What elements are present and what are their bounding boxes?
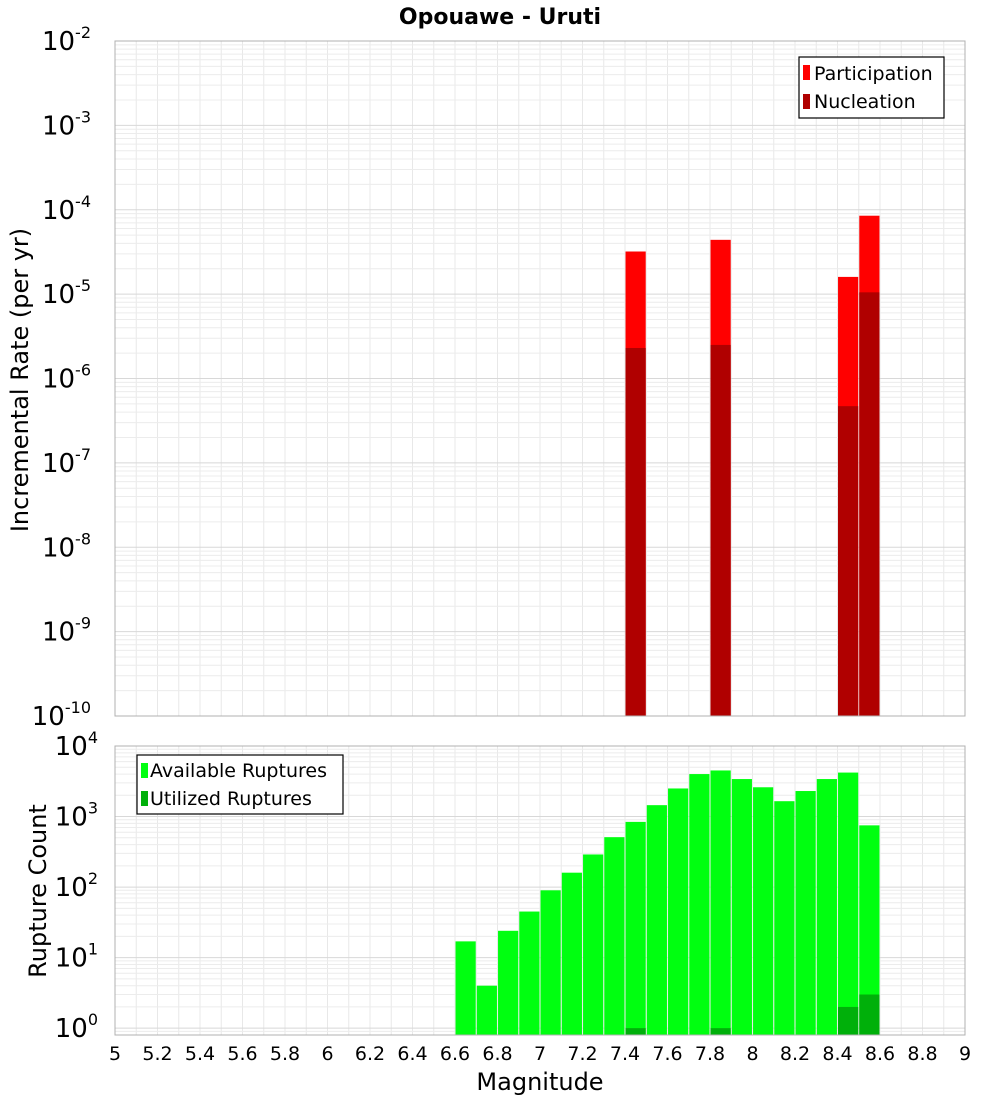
x-tick-label: 6 <box>321 1043 333 1065</box>
nucleation-bar <box>838 406 859 716</box>
x-tick-label: 9 <box>959 1043 971 1065</box>
x-tick-label: 8.6 <box>865 1043 895 1065</box>
available-ruptures-bar <box>476 985 497 1035</box>
y-tick-label: 10-7 <box>42 445 91 479</box>
available-ruptures-bar <box>604 837 625 1035</box>
legend-label-utilized: Utilized Ruptures <box>150 788 312 810</box>
available-ruptures-bar <box>561 872 582 1035</box>
y-tick-label: 10-6 <box>42 361 91 395</box>
available-ruptures-bar <box>838 772 859 1035</box>
y-tick-label: 101 <box>55 940 98 974</box>
available-ruptures-bar <box>816 779 837 1035</box>
rate-legend-box <box>798 56 945 119</box>
available-ruptures-bar <box>498 930 519 1035</box>
available-ruptures-bar <box>540 890 561 1035</box>
y-tick-label: 10-9 <box>42 614 91 648</box>
x-tick-label: 8 <box>746 1043 758 1065</box>
x-tick-label: 8.8 <box>907 1043 937 1065</box>
legend-label-available: Available Ruptures <box>150 760 327 782</box>
available-ruptures-bar <box>753 787 774 1035</box>
legend-label-participation: Participation <box>814 63 933 85</box>
y-tick-label: 102 <box>55 869 98 903</box>
available-ruptures-bar <box>859 825 880 1035</box>
legend-swatch-nucleation <box>803 94 810 109</box>
nucleation-bar <box>859 292 880 716</box>
x-tick-label: 7.8 <box>695 1043 725 1065</box>
count-legend: Available Ruptures Utilized Ruptures <box>136 754 344 815</box>
count-panel: 100 101 102 103 104 5 5.2 5.4 5.6 5.8 6 6.2 6.4 6.6 6… <box>24 728 971 1096</box>
rate-legend: Participation Nucleation <box>798 56 945 119</box>
y-tick-label: 10-2 <box>42 23 91 57</box>
available-ruptures-bar <box>795 791 816 1035</box>
y-tick-label: 10-8 <box>42 529 91 563</box>
y-tick-label: 100 <box>55 1010 98 1044</box>
count-x-ticks: 5 5.2 5.4 5.6 5.8 6 6.2 6.4 6.6 6.8 7 7.2 7.4 7.6 7.8 8… <box>109 1043 971 1065</box>
available-ruptures-bar <box>646 805 667 1035</box>
y-tick-label: 104 <box>55 728 98 762</box>
x-tick-label: 5 <box>109 1043 121 1065</box>
x-tick-label: 8.4 <box>822 1043 852 1065</box>
y-tick-label: 10-5 <box>42 276 91 310</box>
count-legend-box <box>136 754 344 815</box>
utilized-ruptures-bar <box>710 1028 731 1035</box>
available-ruptures-bar <box>731 779 752 1035</box>
legend-swatch-available <box>141 763 148 778</box>
x-tick-label: 7.2 <box>567 1043 597 1065</box>
legend-swatch-utilized <box>141 791 148 806</box>
available-ruptures-bar <box>710 770 731 1035</box>
chart-title: Opouawe - Uruti <box>399 5 601 30</box>
x-tick-label: 7.6 <box>652 1043 682 1065</box>
count-y-ticks: 100 101 102 103 104 <box>55 728 98 1044</box>
rate-panel: 10-10 10-9 10-8 10-7 10-6 10-5 10-4 10-3 10-2 In… <box>6 23 966 732</box>
x-tick-label: 8.2 <box>780 1043 810 1065</box>
rate-y-ticks: 10-10 10-9 10-8 10-7 10-6 10-5 10-4 10-3 10-2 <box>32 23 91 732</box>
available-ruptures-bar <box>455 941 476 1035</box>
y-tick-label: 10-3 <box>42 107 91 141</box>
count-bars <box>455 770 880 1035</box>
y-tick-label: 103 <box>55 799 98 833</box>
x-tick-label: 6.6 <box>440 1043 470 1065</box>
count-plot-border <box>114 745 966 1036</box>
nucleation-bar <box>625 347 646 716</box>
rate-grid <box>114 41 966 717</box>
available-ruptures-bar <box>583 854 604 1035</box>
x-tick-label: 7 <box>534 1043 546 1065</box>
rate-bars <box>625 215 880 717</box>
available-ruptures-bar <box>625 821 646 1035</box>
x-tick-label: 5.2 <box>142 1043 172 1065</box>
y-tick-label: 10-4 <box>42 192 91 226</box>
x-tick-label: 5.8 <box>270 1043 300 1065</box>
rate-plot-border <box>114 40 966 717</box>
nucleation-bar <box>710 344 731 716</box>
x-tick-label: 6.4 <box>397 1043 427 1065</box>
available-ruptures-bar <box>689 774 710 1035</box>
rate-y-axis-label: Incremental Rate (per yr) <box>6 228 34 532</box>
count-y-axis-label: Rupture Count <box>24 804 52 978</box>
utilized-ruptures-bar <box>838 1006 859 1035</box>
available-ruptures-bar <box>668 788 689 1035</box>
x-tick-label: 6.8 <box>482 1043 512 1065</box>
available-ruptures-bar <box>774 801 795 1035</box>
utilized-ruptures-bar <box>859 994 880 1035</box>
x-tick-label: 5.4 <box>185 1043 215 1065</box>
legend-swatch-participation <box>803 65 810 80</box>
x-tick-label: 7.4 <box>610 1043 640 1065</box>
x-axis-label: Magnitude <box>476 1068 603 1096</box>
y-tick-label: 10-10 <box>32 698 91 732</box>
x-tick-label: 6.2 <box>355 1043 385 1065</box>
utilized-ruptures-bar <box>625 1028 646 1035</box>
x-tick-label: 5.6 <box>227 1043 257 1065</box>
legend-label-nucleation: Nucleation <box>814 91 916 113</box>
available-ruptures-bar <box>519 911 540 1035</box>
